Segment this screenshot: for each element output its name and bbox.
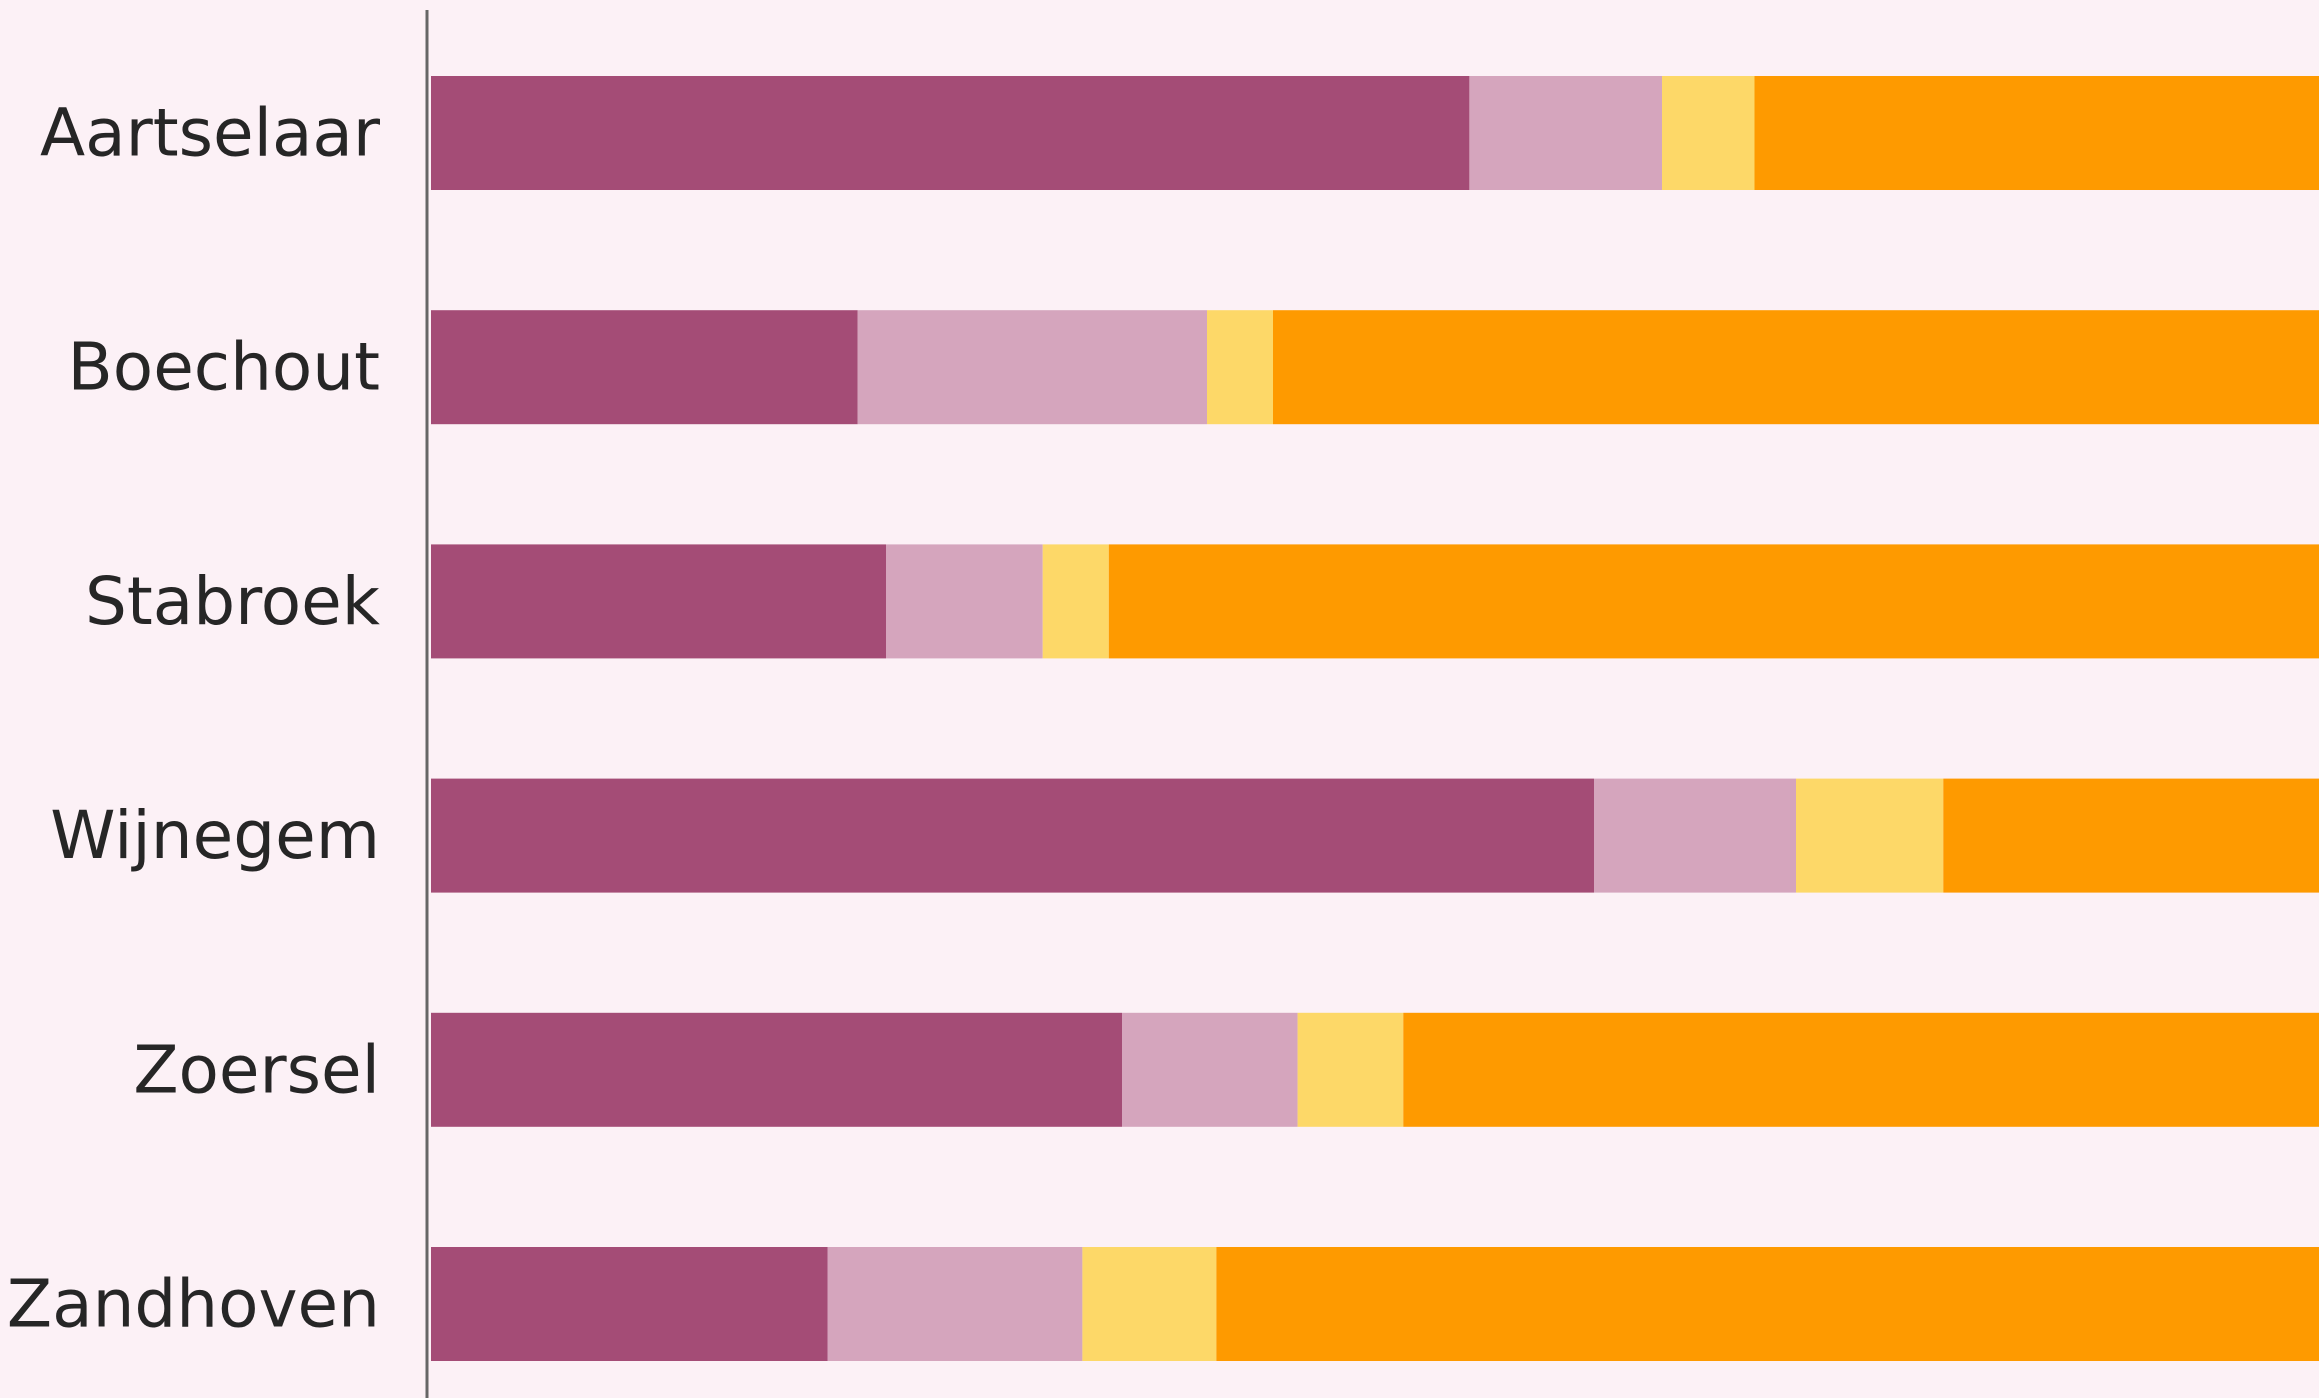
bar-segment-stabroek-4 bbox=[1108, 544, 2319, 659]
bar-segment-wijnegem-2 bbox=[1594, 778, 1796, 893]
bar-segment-zandhoven-3 bbox=[1082, 1247, 1217, 1361]
bar-segment-aartselaar-2 bbox=[1469, 76, 1662, 190]
bar-segment-stabroek-3 bbox=[1042, 544, 1109, 659]
bar-segment-zoersel-3 bbox=[1297, 1012, 1404, 1127]
bar-segment-stabroek-2 bbox=[886, 544, 1043, 659]
category-label-wijnegem: Wijnegem bbox=[50, 797, 380, 874]
bar-segment-boechout-1 bbox=[431, 310, 858, 425]
category-label-zandhoven: Zandhoven bbox=[7, 1266, 380, 1343]
bar-segment-zoersel-1 bbox=[431, 1012, 1122, 1127]
category-label-stabroek: Stabroek bbox=[85, 563, 381, 640]
bar-segment-zoersel-2 bbox=[1122, 1012, 1298, 1127]
category-label-aartselaar: Aartselaar bbox=[40, 95, 381, 172]
bar-segment-zandhoven-1 bbox=[431, 1247, 828, 1361]
bars-layer bbox=[431, 76, 2319, 1361]
bar-segment-boechout-2 bbox=[857, 310, 1207, 425]
bar-segment-stabroek-1 bbox=[431, 544, 886, 659]
category-label-boechout: Boechout bbox=[68, 329, 380, 406]
bar-segment-boechout-3 bbox=[1207, 310, 1274, 425]
bar-segment-zoersel-4 bbox=[1403, 1012, 2319, 1127]
bar-segment-wijnegem-4 bbox=[1943, 778, 2319, 893]
bar-segment-boechout-4 bbox=[1273, 310, 2319, 425]
category-labels: Aartselaar Boechout Stabroek Wijnegem Zoerse… bbox=[7, 95, 381, 1343]
bar-segment-aartselaar-3 bbox=[1662, 76, 1755, 190]
bar-segment-aartselaar-4 bbox=[1754, 76, 2319, 190]
bar-segment-zandhoven-2 bbox=[827, 1247, 1083, 1361]
bar-segment-wijnegem-1 bbox=[431, 778, 1594, 893]
bar-segment-wijnegem-3 bbox=[1796, 778, 1944, 893]
category-label-zoersel: Zoersel bbox=[133, 1031, 380, 1108]
bar-segment-zandhoven-4 bbox=[1216, 1247, 2319, 1361]
bar-segment-aartselaar-1 bbox=[431, 76, 1470, 190]
